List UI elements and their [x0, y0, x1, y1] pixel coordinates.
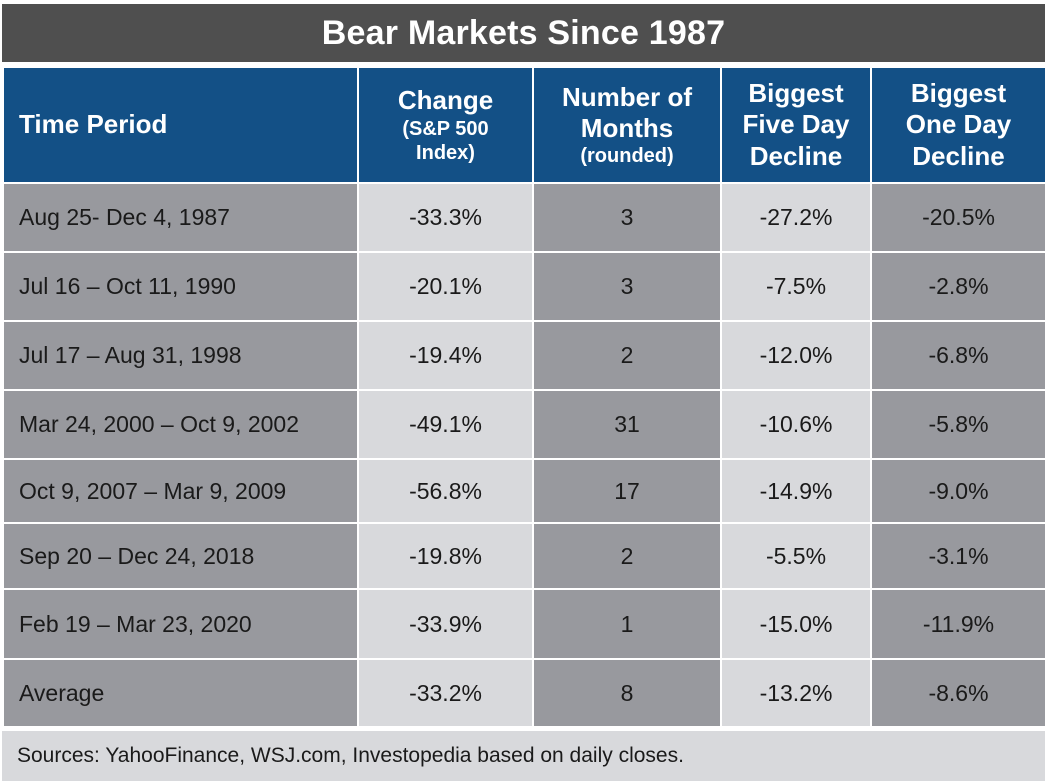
cell-period: Mar 24, 2000 – Oct 9, 2002	[2, 389, 359, 460]
table-row: Sep 20 – Dec 24, 2018 -19.8% 2 -5.5% -3.…	[2, 522, 1047, 590]
header-five-day-label: Biggest Five Day Decline	[742, 78, 850, 171]
cell-change: -33.9%	[357, 588, 534, 660]
cell-one-day: -20.5%	[870, 182, 1047, 253]
header-change-sublabel: (S&P 500 Index)	[402, 117, 489, 164]
cell-months: 2	[532, 522, 722, 590]
cell-five-day: -7.5%	[720, 251, 872, 322]
cell-months: 1	[532, 588, 722, 660]
header-months-sublabel: (rounded)	[580, 145, 674, 168]
cell-change: -20.1%	[357, 251, 534, 322]
header-one-day: Biggest One Day Decline	[870, 66, 1047, 184]
cell-months: 31	[532, 389, 722, 460]
cell-change: -49.1%	[357, 389, 534, 460]
cell-five-day: -15.0%	[720, 588, 872, 660]
table-row: Aug 25- Dec 4, 1987 -33.3% 3 -27.2% -20.…	[2, 182, 1047, 253]
cell-period: Average	[2, 658, 359, 728]
header-time-period: Time Period	[2, 66, 359, 184]
cell-months: 8	[532, 658, 722, 728]
table-row: Jul 16 – Oct 11, 1990 -20.1% 3 -7.5% -2.…	[2, 251, 1047, 322]
cell-period: Feb 19 – Mar 23, 2020	[2, 588, 359, 660]
cell-five-day: -10.6%	[720, 389, 872, 460]
table-body: Aug 25- Dec 4, 1987 -33.3% 3 -27.2% -20.…	[2, 182, 1047, 728]
header-change-label: Change	[397, 85, 494, 116]
cell-months: 3	[532, 182, 722, 253]
cell-change: -33.3%	[357, 182, 534, 253]
cell-months: 2	[532, 320, 722, 391]
cell-months: 3	[532, 251, 722, 322]
cell-one-day: -2.8%	[870, 251, 1047, 322]
cell-change: -56.8%	[357, 458, 534, 524]
cell-change: -33.2%	[357, 658, 534, 728]
cell-five-day: -5.5%	[720, 522, 872, 590]
cell-five-day: -12.0%	[720, 320, 872, 391]
header-time-period-label: Time Period	[19, 109, 168, 140]
header-five-day: Biggest Five Day Decline	[720, 66, 872, 184]
cell-five-day: -13.2%	[720, 658, 872, 728]
header-row: Time Period Change (S&P 500 Index) Numbe…	[2, 66, 1047, 184]
sources-footnote: Sources: YahooFinance, WSJ.com, Investop…	[2, 731, 1045, 781]
table-row: Mar 24, 2000 – Oct 9, 2002 -49.1% 31 -10…	[2, 389, 1047, 460]
cell-one-day: -6.8%	[870, 320, 1047, 391]
cell-period: Jul 16 – Oct 11, 1990	[2, 251, 359, 322]
table-title: Bear Markets Since 1987	[2, 4, 1045, 62]
header-months: Number of Months (rounded)	[532, 66, 722, 184]
cell-one-day: -5.8%	[870, 389, 1047, 460]
cell-period: Jul 17 – Aug 31, 1998	[2, 320, 359, 391]
header-one-day-label: Biggest One Day Decline	[905, 78, 1012, 171]
table-row: Oct 9, 2007 – Mar 9, 2009 -56.8% 17 -14.…	[2, 458, 1047, 524]
table-row: Jul 17 – Aug 31, 1998 -19.4% 2 -12.0% -6…	[2, 320, 1047, 391]
cell-period: Sep 20 – Dec 24, 2018	[2, 522, 359, 590]
cell-period: Aug 25- Dec 4, 1987	[2, 182, 359, 253]
cell-one-day: -8.6%	[870, 658, 1047, 728]
header-change: Change (S&P 500 Index)	[357, 66, 534, 184]
cell-change: -19.8%	[357, 522, 534, 590]
cell-period: Oct 9, 2007 – Mar 9, 2009	[2, 458, 359, 524]
cell-one-day: -3.1%	[870, 522, 1047, 590]
cell-one-day: -11.9%	[870, 588, 1047, 660]
cell-one-day: -9.0%	[870, 458, 1047, 524]
table-row: Feb 19 – Mar 23, 2020 -33.9% 1 -15.0% -1…	[2, 588, 1047, 660]
cell-change: -19.4%	[357, 320, 534, 391]
header-months-label: Number of Months	[562, 81, 692, 143]
cell-months: 17	[532, 458, 722, 524]
cell-five-day: -27.2%	[720, 182, 872, 253]
bear-markets-table: Time Period Change (S&P 500 Index) Numbe…	[2, 66, 1047, 728]
table-row-average: Average -33.2% 8 -13.2% -8.6%	[2, 658, 1047, 728]
cell-five-day: -14.9%	[720, 458, 872, 524]
